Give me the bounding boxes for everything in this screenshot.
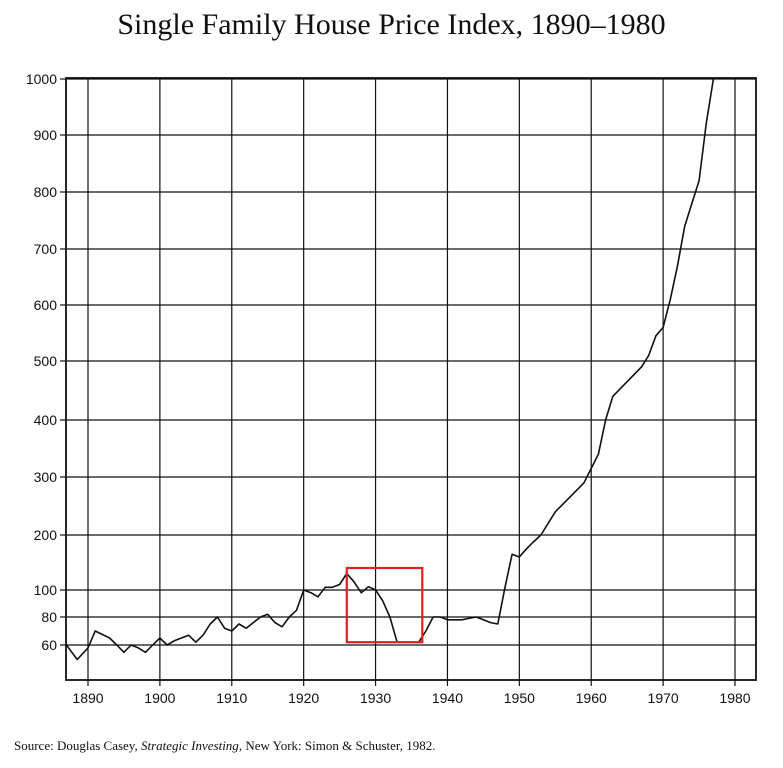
y-tick-label: 800 (34, 184, 58, 200)
x-tick-label: 1960 (576, 690, 607, 706)
highlight-box (345, 566, 424, 644)
x-tick-label: 1940 (432, 690, 463, 706)
x-tick-label: 1890 (72, 690, 103, 706)
x-tick-label: 1950 (504, 690, 535, 706)
y-tick-label: 200 (34, 527, 58, 543)
y-tick-label: 400 (34, 412, 58, 428)
plot-frame (65, 77, 757, 681)
price-index-line (66, 78, 715, 661)
chart-title: Single Family House Price Index, 1890–19… (117, 8, 666, 41)
y-tick-label: 300 (34, 469, 58, 485)
line-chart: 1890 1900 1910 1920 1930 1940 1950 1960 1970 1980… (26, 71, 757, 706)
y-tick-label: 500 (34, 353, 58, 369)
source-note: Source: Douglas Casey, Strategic Investi… (14, 738, 774, 754)
x-tick-label: 1970 (648, 690, 679, 706)
source-book-title: Strategic Investing (140, 738, 239, 753)
y-tick-label: 1000 (26, 71, 57, 87)
x-tick-label: 1980 (719, 690, 750, 706)
source-prefix: Source: Douglas Casey, (14, 738, 141, 753)
x-tick-label: 1900 (144, 690, 175, 706)
y-tick-label: 80 (41, 609, 57, 625)
y-tick-label: 600 (34, 297, 58, 313)
x-tick-label: 1920 (288, 690, 319, 706)
y-tick-label: 100 (34, 582, 58, 598)
y-tick-label: 900 (34, 127, 58, 143)
y-tick-label: 60 (41, 637, 57, 653)
x-tick-label: 1930 (360, 690, 391, 706)
y-tick-label: 700 (34, 241, 58, 257)
x-tick-label: 1910 (216, 690, 247, 706)
source-suffix: , New York: Simon & Schuster, 1982. (238, 738, 436, 753)
